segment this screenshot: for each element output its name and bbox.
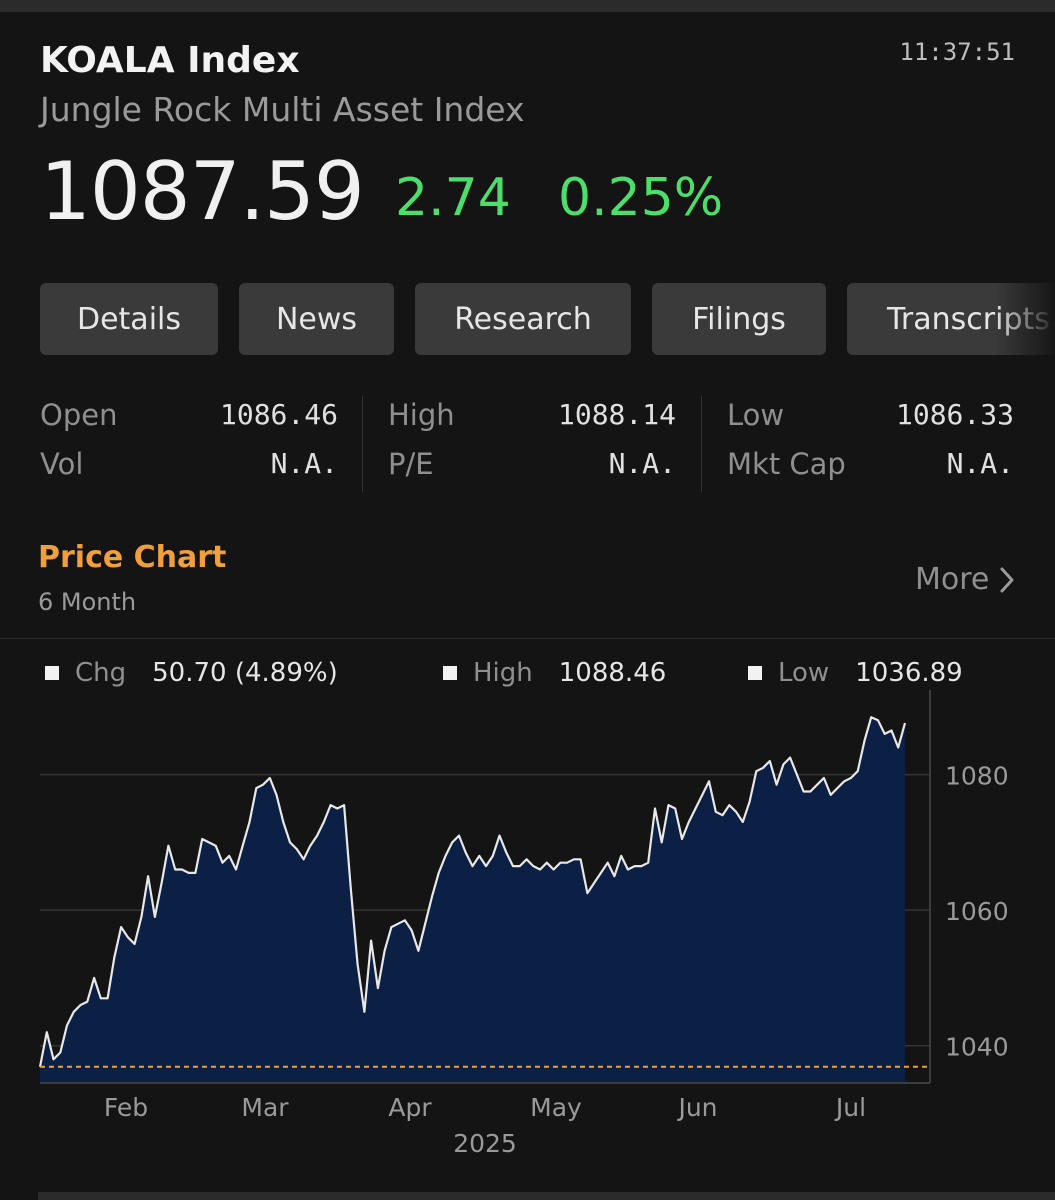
x-tick-label: Jul xyxy=(834,1093,866,1122)
pe-label: P/E xyxy=(388,447,434,481)
y-tick-label: 1040 xyxy=(945,1033,1009,1062)
tab-filings[interactable]: Filings xyxy=(652,283,826,355)
bottom-panel-edge xyxy=(38,1192,1055,1200)
mktcap-label: Mkt Cap xyxy=(727,447,846,481)
legend-marker xyxy=(443,666,457,680)
vol-label: Vol xyxy=(40,447,84,481)
tab-details[interactable]: Details xyxy=(40,283,218,355)
tab-news[interactable]: News xyxy=(239,283,394,355)
y-tick-label: 1060 xyxy=(945,897,1009,926)
price-area xyxy=(40,717,905,1083)
legend-high-value: 1088.46 xyxy=(558,658,667,688)
more-button[interactable]: More xyxy=(915,562,1015,597)
net-change: 2.74 xyxy=(395,168,511,228)
legend-chg-label: Chg xyxy=(75,658,127,688)
legend-marker xyxy=(45,666,59,680)
mktcap-value: N.A. xyxy=(946,447,1014,480)
legend-chg: Chg 50.70 (4.89%) xyxy=(45,655,338,691)
security-full-name: Jungle Rock Multi Asset Index xyxy=(40,90,525,129)
high-value: 1088.14 xyxy=(557,398,676,431)
price-chart-title: Price Chart xyxy=(38,540,227,575)
x-tick-label: May xyxy=(530,1093,582,1122)
open-label: Open xyxy=(40,398,118,432)
top-status-strip xyxy=(0,0,1055,12)
stats-column-low: Low 1086.33 Mkt Cap N.A. xyxy=(727,390,1014,500)
section-divider xyxy=(0,638,1055,639)
high-label: High xyxy=(388,398,455,432)
stats-column-open: Open 1086.46 Vol N.A. xyxy=(40,390,338,500)
low-value: 1086.33 xyxy=(895,398,1014,431)
percent-change: 0.25% xyxy=(558,168,724,228)
legend-high-label: High xyxy=(473,658,533,688)
legend-low-label: Low xyxy=(778,658,830,688)
vol-value: N.A. xyxy=(270,447,338,480)
legend-chg-value: 50.70 (4.89%) xyxy=(152,658,338,688)
x-tick-label: Jun xyxy=(676,1093,717,1122)
tab-research[interactable]: Research xyxy=(415,283,631,355)
chevron-right-icon xyxy=(1000,567,1014,592)
stats-divider xyxy=(701,396,702,492)
stats-column-high: High 1088.14 P/E N.A. xyxy=(388,390,676,500)
y-tick-label: 1080 xyxy=(945,762,1009,791)
price-line xyxy=(38,716,907,1068)
legend-low: Low 1036.89 xyxy=(748,655,963,691)
low-label: Low xyxy=(727,398,785,432)
x-tick-label: Feb xyxy=(104,1093,148,1122)
open-value: 1086.46 xyxy=(219,398,338,431)
chart-period: 6 Month xyxy=(38,588,137,616)
legend-marker xyxy=(748,666,762,680)
quote-stats: Open 1086.46 Vol N.A. High 1088.14 P/E N… xyxy=(0,390,1055,500)
last-update-time: 11:37:51 xyxy=(899,38,1015,66)
x-tick-label: Apr xyxy=(388,1093,432,1122)
section-tabs: Details News Research Filings Transcript… xyxy=(40,283,1055,355)
x-year-label: 2025 xyxy=(453,1129,517,1158)
legend-low-value: 1036.89 xyxy=(855,658,963,688)
security-title: KOALA Index xyxy=(40,40,300,81)
pe-value: N.A. xyxy=(608,447,676,480)
x-tick-label: Mar xyxy=(241,1093,289,1122)
price-chart[interactable]: 1040 1060 1080 Feb Mar Apr May Jun Jul 2025 xyxy=(0,690,1055,1170)
tab-transcripts[interactable]: Transcripts xyxy=(847,283,1055,355)
stats-divider xyxy=(362,396,363,492)
legend-high: High 1088.46 xyxy=(443,655,666,691)
last-price: 1087.59 xyxy=(40,145,365,238)
more-label: More xyxy=(915,562,990,597)
